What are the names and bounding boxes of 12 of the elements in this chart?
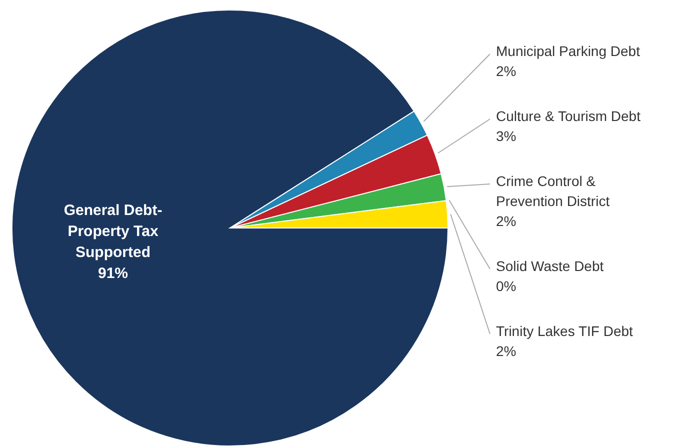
- slice-label: Municipal Parking Debt: [496, 43, 640, 59]
- data-label: 2%: [496, 213, 516, 229]
- data-label: 2%: [496, 343, 516, 359]
- data-label: 2%: [496, 63, 516, 79]
- data-label: 3%: [496, 128, 516, 144]
- category-label: Solid Waste Debt: [496, 258, 604, 274]
- text: 0%: [496, 278, 516, 294]
- slice-label: Culture & Tourism Debt: [496, 108, 641, 124]
- slice-label: General Debt- Property Tax Supported: [64, 202, 162, 261]
- slice-label: Trinity Lakes TIF Debt: [496, 323, 634, 339]
- data-label: 91%: [98, 265, 128, 282]
- slice-label: Crime Control & Prevention District: [496, 173, 610, 209]
